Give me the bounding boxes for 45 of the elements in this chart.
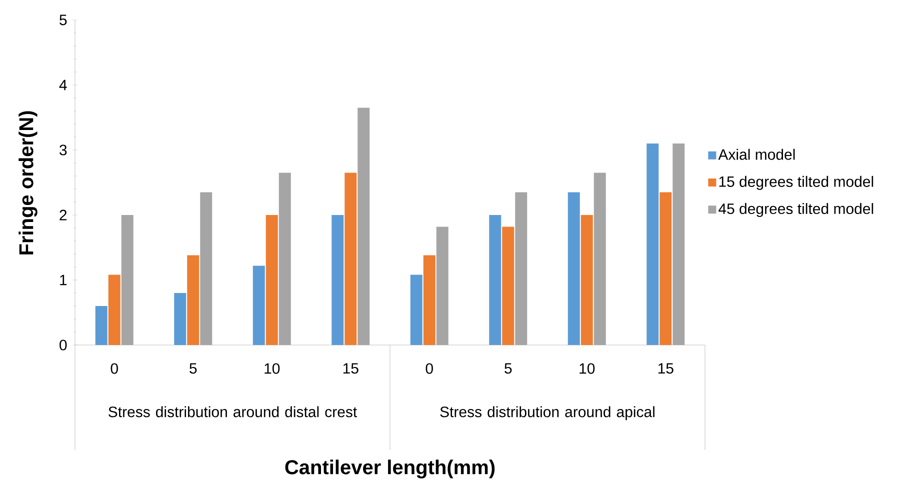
y-tick-label: 3 xyxy=(60,144,67,156)
text: Stress distribution around distal crest xyxy=(108,406,357,418)
bar xyxy=(278,172,291,345)
bar xyxy=(436,226,448,345)
bar xyxy=(672,144,685,345)
bar xyxy=(568,192,580,345)
bar xyxy=(646,144,659,345)
bar xyxy=(515,192,528,345)
x-axis-title: Cantilever length(mm) xyxy=(285,460,495,478)
bar xyxy=(660,192,672,345)
y-axis-title: Fringe order(N) xyxy=(18,111,38,254)
legend-label: 15 degrees tilted model xyxy=(719,176,874,190)
x-tick-label: 10 xyxy=(580,363,595,374)
bar xyxy=(200,192,212,345)
bar xyxy=(344,172,357,345)
x-tick-label: 5 xyxy=(504,363,512,374)
x-tick-label: 15 xyxy=(343,363,358,374)
bar xyxy=(95,306,108,345)
bar xyxy=(332,215,344,345)
bar xyxy=(502,226,514,345)
bar xyxy=(423,255,436,345)
y-tick-label: 4 xyxy=(59,80,67,90)
x-tick-label: 0 xyxy=(110,363,118,374)
bar xyxy=(266,215,278,345)
bar xyxy=(410,274,422,345)
bar xyxy=(580,215,593,345)
bar xyxy=(252,266,265,345)
y-tick-label: 2 xyxy=(60,210,67,220)
legend-label: 45 degrees tilted model xyxy=(718,203,874,218)
bar xyxy=(108,274,120,345)
bar xyxy=(358,108,370,345)
y-tick-label: 0 xyxy=(60,340,67,350)
text: Stress distribution around apical xyxy=(440,406,654,420)
bar xyxy=(187,255,200,345)
bar xyxy=(174,293,186,345)
bar xyxy=(121,215,134,345)
y-tick-label: 5 xyxy=(60,14,67,26)
bar xyxy=(489,215,502,345)
legend-label: Axial model xyxy=(718,148,795,160)
y-tick-label: 1 xyxy=(60,274,67,286)
x-tick-label: 5 xyxy=(190,363,197,374)
x-tick-label: 10 xyxy=(264,363,280,374)
x-tick-label: 0 xyxy=(426,363,433,374)
bar xyxy=(594,172,606,345)
x-tick-label: 15 xyxy=(658,363,674,374)
